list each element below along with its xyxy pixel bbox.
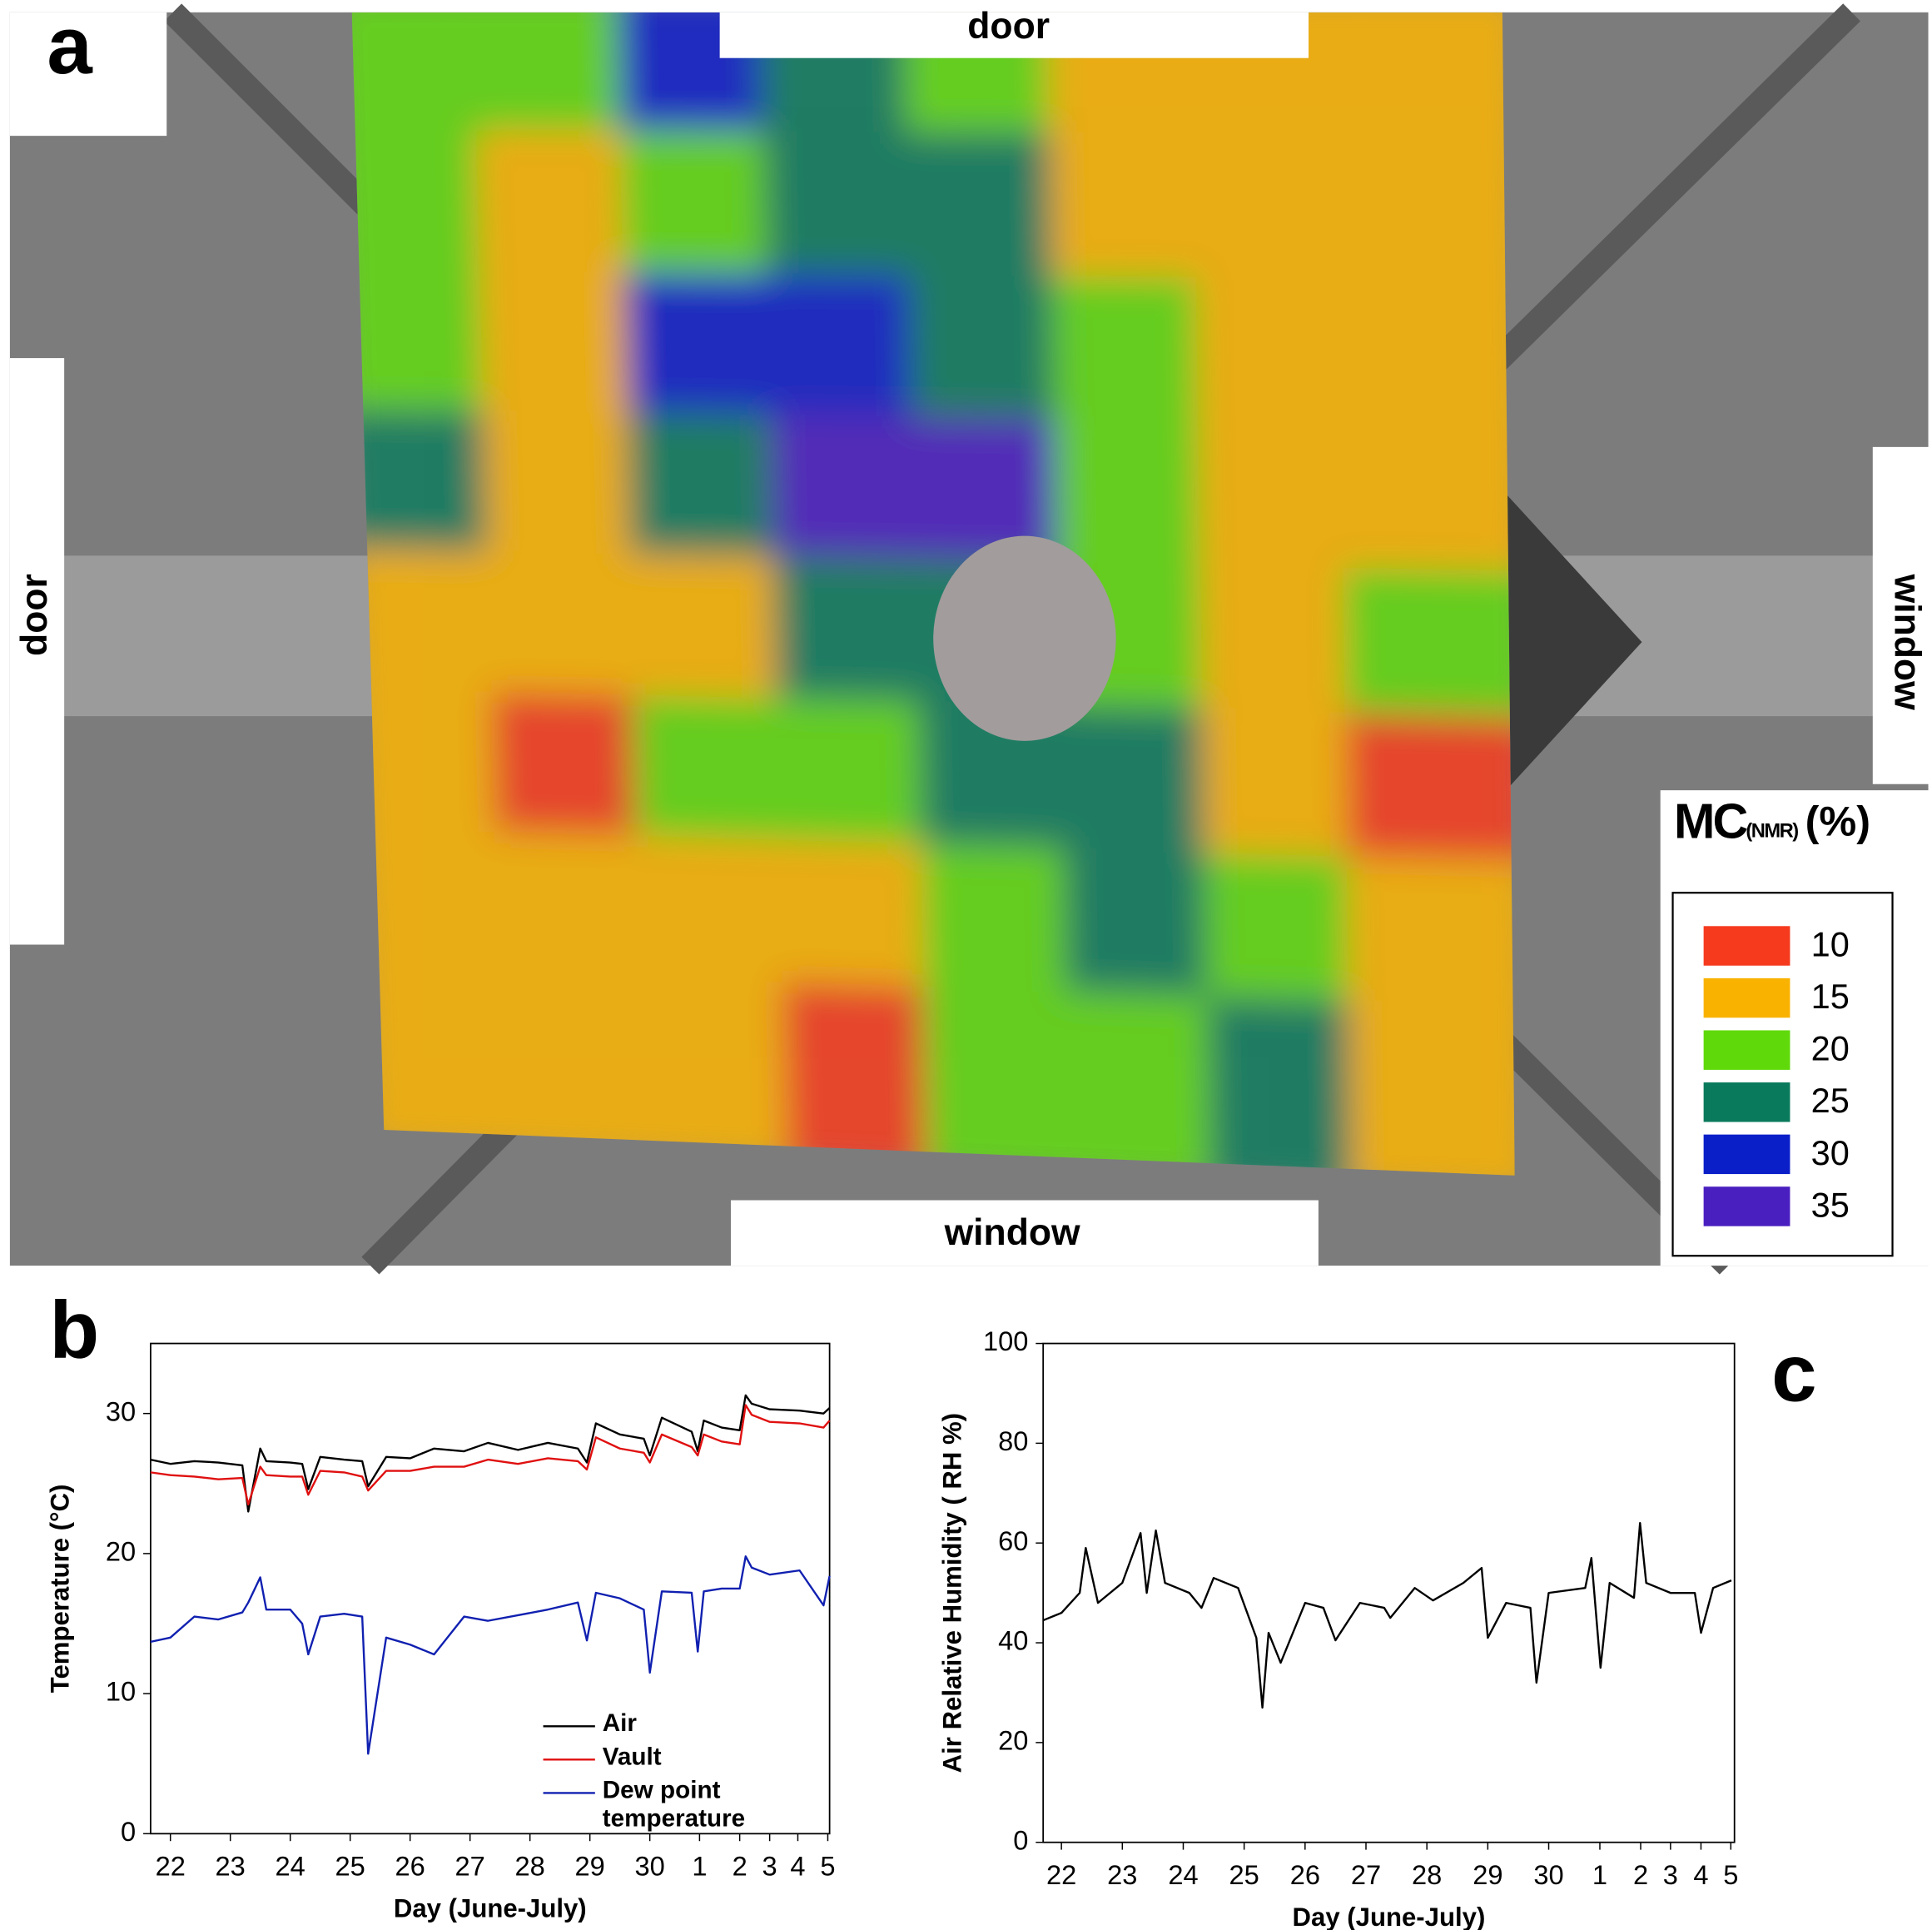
y-tick-label: 30 xyxy=(106,1395,136,1426)
legend-label: 10 xyxy=(1811,924,1850,963)
label-bg xyxy=(730,1200,1319,1266)
label-bg xyxy=(9,358,65,945)
corner-bg xyxy=(9,12,167,137)
x-tick-label: 22 xyxy=(156,1850,186,1881)
y-tick-label: 60 xyxy=(998,1525,1028,1556)
x-tick-label: 25 xyxy=(1229,1859,1259,1890)
x-tick-label: 2 xyxy=(1633,1859,1648,1890)
x-tick-label: 28 xyxy=(1412,1859,1442,1890)
legend-title-main: MC xyxy=(1674,793,1747,848)
x-tick-label: 30 xyxy=(1533,1859,1563,1890)
y-axis-title: Air Relative Humidity ( RH %) xyxy=(938,1413,967,1773)
x-tick-label: 3 xyxy=(762,1850,777,1881)
map-cell xyxy=(1193,132,1386,326)
legend-label: Vault xyxy=(602,1743,662,1771)
pillar xyxy=(933,535,1116,741)
map-cell xyxy=(1050,132,1243,324)
legend-label: Air xyxy=(602,1710,637,1738)
legend-title-sub: (NMR) xyxy=(1746,821,1798,843)
legend-label: 30 xyxy=(1811,1133,1850,1172)
label-bg xyxy=(1872,446,1932,784)
x-tick-label: 1 xyxy=(692,1850,707,1881)
x-tick-label: 29 xyxy=(575,1850,605,1881)
x-tick-label: 27 xyxy=(455,1850,485,1881)
legend-swatch xyxy=(1703,926,1790,966)
y-tick-label: 40 xyxy=(998,1625,1028,1656)
legend-swatch xyxy=(1703,1030,1790,1070)
legend-swatch xyxy=(1703,977,1790,1018)
map-cell xyxy=(1348,1001,1515,1176)
x-tick-label: 1 xyxy=(1592,1859,1607,1890)
x-axis-title: Day (June-July) xyxy=(1293,1903,1486,1930)
legend-swatch xyxy=(1703,1082,1790,1122)
data-line xyxy=(150,1394,831,1513)
legend-label: 20 xyxy=(1811,1029,1850,1068)
data-line xyxy=(1042,1522,1732,1709)
legend-label-box: Vault xyxy=(602,1743,662,1771)
plot-frame xyxy=(150,1342,831,1835)
y-tick-label: 10 xyxy=(106,1676,136,1707)
data-line xyxy=(150,1404,831,1506)
y-tick-label: 100 xyxy=(983,1326,1028,1356)
plot-frame xyxy=(1042,1342,1736,1843)
label-bg xyxy=(719,12,1309,58)
map-label-top: door xyxy=(967,6,1050,47)
moisture-map xyxy=(351,12,1515,1176)
x-tick-label: 3 xyxy=(1663,1859,1678,1890)
legend-title: MC(NMR) (%) xyxy=(1674,793,1870,848)
legend-label: 15 xyxy=(1811,977,1850,1016)
map-cell xyxy=(1335,12,1515,182)
x-tick-label: 4 xyxy=(790,1850,805,1881)
data-line xyxy=(150,1555,831,1755)
map-cell xyxy=(1206,996,1397,1176)
legend-swatch xyxy=(1703,1134,1790,1175)
panel-label: c xyxy=(1771,1326,1816,1418)
y-tick-label: 20 xyxy=(106,1535,136,1566)
x-tick-label: 27 xyxy=(1351,1859,1381,1890)
x-axis-title: Day (June-July) xyxy=(394,1893,587,1923)
x-tick-label: 2 xyxy=(733,1850,747,1881)
x-tick-label: 23 xyxy=(216,1850,246,1881)
legend-label-box: Air xyxy=(602,1710,637,1738)
x-tick-label: 26 xyxy=(395,1850,425,1881)
legend-swatch xyxy=(1703,1186,1790,1226)
y-tick-label: 80 xyxy=(998,1425,1028,1456)
x-tick-label: 22 xyxy=(1046,1859,1076,1890)
x-tick-label: 4 xyxy=(1693,1859,1708,1890)
y-axis-title: Temperature (°C) xyxy=(45,1485,74,1694)
legend-label-box: Dew point temperature xyxy=(602,1777,746,1833)
x-tick-label: 30 xyxy=(635,1850,665,1881)
legend-label: Dew point temperature xyxy=(602,1777,746,1833)
map-label-left: door xyxy=(14,574,55,656)
legend-label: 25 xyxy=(1811,1081,1850,1120)
x-tick-label: 28 xyxy=(515,1850,545,1881)
map-label-bottom: window xyxy=(944,1212,1080,1253)
legend-title-unit: (%) xyxy=(1805,798,1870,845)
y-tick-label: 0 xyxy=(1013,1824,1028,1855)
x-tick-label: 5 xyxy=(820,1850,835,1881)
x-tick-label: 25 xyxy=(335,1850,365,1881)
map-cell xyxy=(1065,991,1255,1176)
panel-label: a xyxy=(47,0,93,91)
map-label-right: window xyxy=(1887,574,1928,710)
legend-box xyxy=(1671,892,1894,1257)
y-tick-label: 0 xyxy=(121,1816,136,1847)
y-tick-label: 20 xyxy=(998,1724,1028,1755)
legend-label: 35 xyxy=(1811,1185,1850,1224)
x-tick-label: 24 xyxy=(276,1850,305,1881)
legend-bg xyxy=(1660,790,1932,1266)
x-tick-label: 24 xyxy=(1168,1859,1198,1890)
panel-label: b xyxy=(49,1284,99,1375)
x-tick-label: 26 xyxy=(1290,1859,1320,1890)
x-tick-label: 5 xyxy=(1723,1859,1738,1890)
map-cell xyxy=(1337,133,1515,327)
x-tick-label: 23 xyxy=(1107,1859,1137,1890)
x-tick-label: 29 xyxy=(1473,1859,1502,1890)
